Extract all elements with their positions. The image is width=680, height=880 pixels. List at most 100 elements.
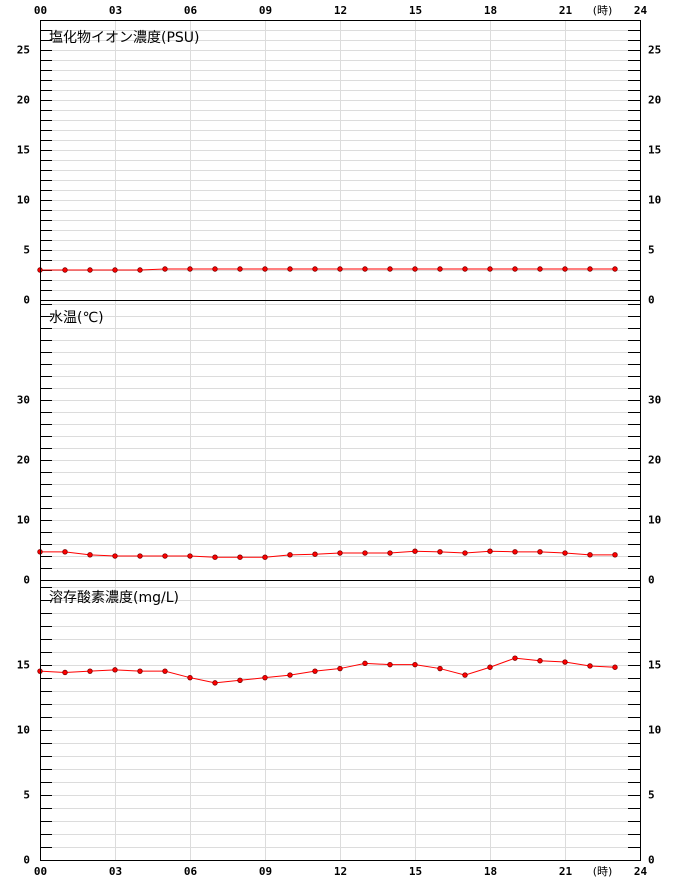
data-point	[387, 661, 393, 668]
data-point	[462, 266, 468, 272]
data-point	[362, 266, 368, 272]
x-tick-label: 00	[34, 865, 47, 878]
data-point	[112, 267, 118, 273]
data-point	[537, 549, 543, 555]
y-tick-label-right: 5	[648, 244, 655, 257]
data-point	[262, 554, 268, 560]
data-point	[112, 553, 118, 559]
data-point	[187, 674, 193, 681]
x-tick-label: 24	[634, 865, 648, 878]
data-point	[287, 552, 293, 558]
data-point	[562, 266, 568, 272]
data-point	[312, 551, 318, 557]
y-tick-label: 5	[23, 244, 30, 257]
x-tick-label: 15	[409, 865, 422, 878]
data-line	[40, 550, 615, 558]
x-tick-label: 03	[109, 865, 122, 878]
data-point	[462, 672, 468, 678]
data-point	[237, 554, 243, 560]
x-tick-label: 09	[259, 4, 272, 17]
y-tick-label-right: 5	[648, 789, 655, 802]
data-point	[512, 549, 518, 555]
y-tick-label-right: 15	[648, 144, 661, 157]
data-point	[312, 266, 318, 272]
data-point	[62, 669, 68, 676]
y-tick-label-right: 0	[648, 854, 655, 867]
panel-title: 水温(℃)	[49, 310, 104, 326]
data-point	[187, 266, 193, 272]
data-point	[262, 266, 268, 272]
y-tick-label: 0	[23, 294, 30, 307]
data-point	[412, 266, 418, 272]
data-point	[412, 548, 418, 554]
data-point	[62, 549, 68, 555]
data-point	[587, 552, 593, 558]
data-point	[312, 668, 318, 674]
data-point	[437, 549, 443, 555]
data-point	[137, 267, 143, 273]
x-tick-label: 18	[484, 4, 497, 17]
y-tick-label: 25	[17, 44, 30, 57]
y-tick-label-right: 10	[648, 194, 661, 207]
x-tick-label: 15	[409, 4, 422, 17]
data-point	[212, 554, 218, 560]
y-tick-label: 20	[17, 454, 30, 467]
data-point	[537, 658, 543, 664]
data-point	[612, 552, 618, 558]
data-point	[512, 655, 518, 661]
y-tick-label: 15	[17, 659, 30, 672]
data-point	[487, 548, 493, 554]
y-tick-label: 5	[23, 789, 30, 802]
panel-title: 溶存酸素濃度(mg/L)	[49, 590, 179, 606]
y-tick-label-right: 20	[648, 454, 661, 467]
data-point	[337, 266, 343, 272]
x-tick-label: 09	[259, 865, 272, 878]
data-point	[162, 668, 168, 674]
data-point	[212, 680, 218, 686]
data-point	[87, 267, 93, 273]
data-point	[487, 266, 493, 272]
data-point	[87, 552, 93, 558]
y-tick-label-right: 10	[648, 724, 661, 737]
data-point	[187, 553, 193, 559]
plot-border	[40, 20, 641, 861]
y-tick-label: 0	[23, 574, 30, 587]
y-tick-label: 30	[17, 394, 30, 407]
x-tick-label: 00	[34, 4, 47, 17]
x-tick-label: 06	[184, 865, 198, 878]
y-tick-label: 0	[23, 854, 30, 867]
x-tick-label: 21	[559, 4, 573, 17]
y-tick-label: 15	[17, 144, 30, 157]
x-tick-label: 24	[634, 4, 648, 17]
data-point	[237, 266, 243, 272]
data-line	[39, 657, 616, 684]
y-tick-label: 10	[17, 514, 30, 527]
data-point	[562, 659, 568, 665]
data-point	[587, 663, 593, 669]
data-line	[40, 268, 615, 271]
data-point	[62, 267, 68, 273]
data-point	[387, 550, 393, 556]
data-point	[437, 665, 443, 672]
x-tick-label: 03	[109, 4, 122, 17]
y-tick-label-right: 25	[648, 44, 661, 57]
data-point	[287, 266, 293, 272]
y-tick-label: 10	[17, 194, 30, 207]
data-point	[137, 553, 143, 559]
y-tick-label-right: 10	[648, 514, 661, 527]
x-tick-label: 18	[484, 865, 497, 878]
data-point	[212, 266, 218, 272]
data-point	[237, 677, 243, 683]
x-tick-label: 12	[334, 865, 347, 878]
data-point	[437, 266, 443, 272]
data-point	[112, 667, 118, 673]
y-tick-label-right: 15	[648, 659, 661, 672]
y-tick-label-right: 20	[648, 94, 661, 107]
x-unit-label: (時)	[593, 4, 613, 17]
data-point	[587, 266, 593, 272]
data-point	[512, 266, 518, 272]
data-point	[262, 674, 268, 681]
data-point	[412, 661, 418, 668]
y-tick-label: 10	[17, 724, 30, 737]
